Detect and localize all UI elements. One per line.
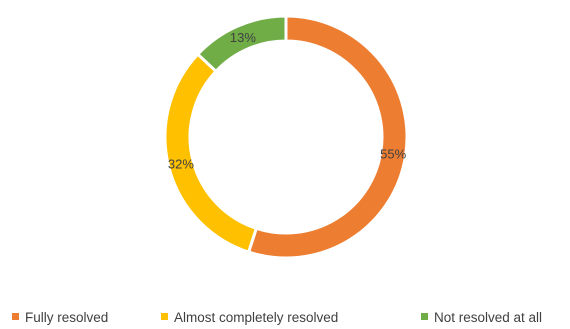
legend-label-fully-resolved: Fully resolved bbox=[25, 310, 108, 325]
slice-almost-completely-resolved bbox=[163, 52, 259, 254]
data-label-fully-resolved: 55% bbox=[380, 146, 406, 161]
data-label-almost-completely-resolved: 32% bbox=[168, 156, 194, 171]
legend-item-almost-completely-resolved: Almost completely resolved bbox=[161, 310, 338, 325]
data-label-not-resolved-at-all: 13% bbox=[230, 30, 256, 45]
slice-not-resolved-at-all bbox=[195, 14, 288, 74]
legend-label-not-resolved-at-all: Not resolved at all bbox=[434, 310, 542, 325]
doughnut-slices bbox=[163, 14, 409, 260]
legend-swatch-not-resolved-at-all bbox=[421, 313, 428, 320]
slice-labels: 55% 32% 13% bbox=[168, 30, 407, 172]
chart-legend: Fully resolved Almost completely resolved… bbox=[12, 310, 542, 325]
legend-label-almost-completely-resolved: Almost completely resolved bbox=[174, 310, 338, 325]
legend-swatch-almost-completely-resolved bbox=[161, 313, 168, 320]
slice-fully-resolved bbox=[246, 14, 409, 260]
legend-swatch-fully-resolved bbox=[12, 313, 19, 320]
legend-item-not-resolved-at-all: Not resolved at all bbox=[421, 310, 542, 325]
legend-item-fully-resolved: Fully resolved bbox=[12, 310, 108, 325]
